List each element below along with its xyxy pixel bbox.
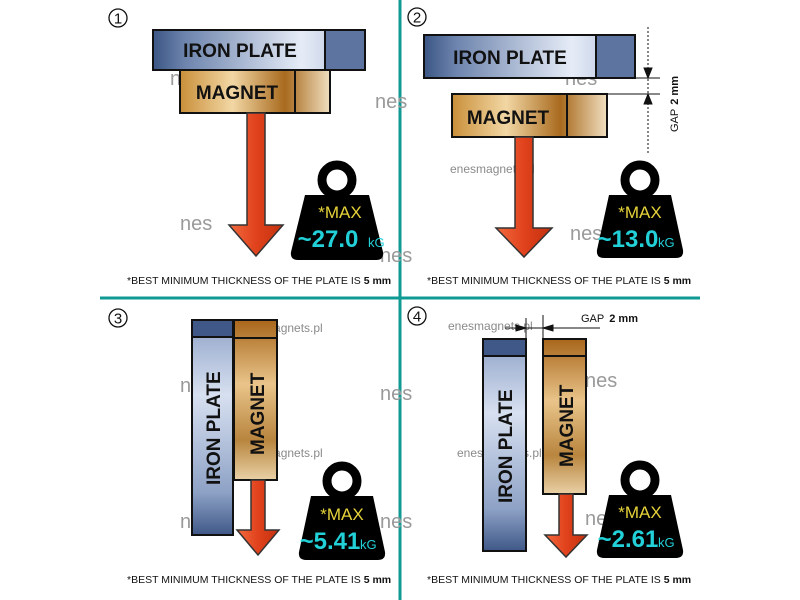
panel-number: 2 [413, 10, 421, 27]
gap-dimension [505, 315, 600, 339]
magnet-label: MAGNET [467, 108, 550, 129]
logo-watermark: nes [380, 245, 412, 267]
note-thickness: 5 mm [364, 275, 391, 287]
magnet-label: MAGNET [557, 384, 578, 467]
svg-text:*BEST MINIMUM THICKNESS OF THE: *BEST MINIMUM THICKNESS OF THE PLATE IS … [127, 574, 391, 586]
weight-icon [596, 160, 684, 258]
note: *BEST MINIMUM THICKNESS OF THE PLATE IS [127, 275, 364, 287]
note: *BEST MINIMUM THICKNESS OF THE PLATE IS [127, 574, 364, 586]
logo-watermark: nes [375, 91, 407, 113]
force-unit: kG [360, 537, 377, 552]
magnet-label: MAGNET [196, 83, 279, 104]
panel-3: 3 IRON PLATE MAGNET *MAX ~5.41 kG *BEST … [108, 308, 391, 586]
panel-number: 3 [114, 311, 122, 328]
iron-plate [191, 319, 234, 536]
iron-plate-label: IRON PLATE [496, 389, 517, 503]
logo-watermark: nes [380, 383, 412, 405]
panel-number: 1 [114, 11, 122, 28]
note-thickness: 5 mm [664, 574, 691, 586]
panel-1: 1 IRON PLATE MAGNET *MAX ~27.0 kG *BEST … [108, 8, 391, 287]
svg-text:*BEST MINIMUM THICKNESS OF THE: *BEST MINIMUM THICKNESS OF THE PLATE IS … [127, 275, 391, 287]
logo-watermark: nes [570, 223, 602, 245]
force-arrow [235, 479, 281, 557]
note: *BEST MINIMUM THICKNESS OF THE PLATE IS [427, 275, 664, 287]
force-value: ~27.0 [298, 226, 359, 253]
magnet-label: MAGNET [248, 372, 269, 455]
logo-watermark: nes [585, 370, 617, 392]
url-watermark: enesmagnets.pl [448, 319, 533, 333]
gap-value: 2 mm [609, 313, 638, 325]
iron-plate-label: IRON PLATE [453, 48, 567, 69]
note: *BEST MINIMUM THICKNESS OF THE PLATE IS [427, 574, 664, 586]
magnet [542, 338, 587, 495]
note-thickness: 5 mm [364, 574, 391, 586]
gap-label: GAP [581, 313, 604, 325]
svg-text:*BEST MINIMUM THICKNESS OF THE: *BEST MINIMUM THICKNESS OF THE PLATE IS … [427, 275, 691, 287]
gap-value: 2 mm [669, 76, 681, 105]
magnet [179, 69, 331, 114]
force-value: ~13.0 [598, 226, 659, 253]
gap-label: GAP [669, 109, 681, 132]
svg-text:GAP2 mm: GAP 2 mm [581, 313, 638, 325]
force-arrow [543, 493, 589, 559]
force-arrow [227, 112, 285, 258]
max-label: *MAX [320, 505, 363, 524]
force-unit: kG [658, 235, 675, 250]
logo-watermark: nes [180, 213, 212, 235]
note-thickness: 5 mm [664, 275, 691, 287]
panel-2: 2 IRON PLATE MAGNET GAP 2 mm *MAX ~13.0 k… [407, 7, 691, 287]
max-label: *MAX [318, 203, 361, 222]
magnet [233, 319, 278, 481]
gap-dimension [607, 27, 660, 155]
force-value: ~2.61 [598, 526, 659, 553]
force-value: ~5.41 [300, 528, 361, 555]
magnet [451, 93, 608, 138]
iron-plate-label: IRON PLATE [204, 371, 225, 485]
force-arrow [494, 136, 554, 259]
logo-watermark: nes [380, 511, 412, 533]
svg-text:GAP2 mm: GAP 2 mm [669, 76, 681, 132]
force-unit: kG [658, 535, 675, 550]
panel-4: 4 GAP 2 mm IRON PLATE MAGNET *MAX ~2.61 k… [407, 306, 691, 586]
panel-number: 4 [413, 309, 421, 326]
weight-icon [596, 460, 684, 558]
weight-icon [290, 160, 384, 260]
weight-icon [298, 461, 386, 560]
url-watermark: enesmagnets.pl [450, 162, 535, 176]
svg-text:*BEST MINIMUM THICKNESS OF THE: *BEST MINIMUM THICKNESS OF THE PLATE IS … [427, 574, 691, 586]
iron-plate [482, 338, 527, 552]
max-label: *MAX [618, 203, 661, 222]
iron-plate-label: IRON PLATE [183, 41, 297, 62]
max-label: *MAX [618, 503, 661, 522]
force-unit: kG [368, 235, 385, 250]
